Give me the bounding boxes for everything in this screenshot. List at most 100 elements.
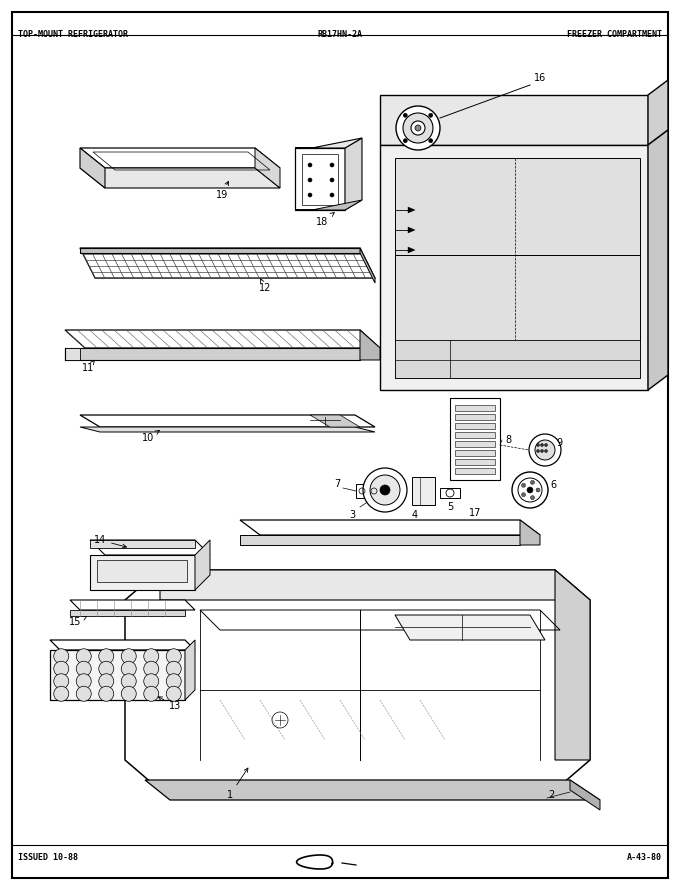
Polygon shape — [455, 423, 495, 429]
Polygon shape — [80, 248, 375, 278]
Text: 15: 15 — [69, 617, 87, 627]
Polygon shape — [455, 468, 495, 474]
Polygon shape — [380, 145, 648, 390]
Polygon shape — [381, 490, 391, 504]
Polygon shape — [455, 459, 495, 465]
Polygon shape — [371, 487, 385, 496]
Polygon shape — [395, 340, 640, 378]
Polygon shape — [408, 227, 415, 233]
Circle shape — [530, 481, 534, 484]
Circle shape — [536, 488, 540, 492]
Text: 1: 1 — [227, 768, 248, 800]
Circle shape — [76, 649, 91, 664]
Circle shape — [530, 496, 534, 499]
Text: TOP-MOUNT REFRIGERATOR: TOP-MOUNT REFRIGERATOR — [18, 30, 128, 39]
Circle shape — [527, 487, 533, 493]
Polygon shape — [50, 650, 185, 700]
Circle shape — [403, 113, 407, 117]
Polygon shape — [555, 570, 590, 760]
Text: 2: 2 — [548, 790, 554, 800]
Polygon shape — [379, 476, 388, 490]
Text: 10: 10 — [142, 431, 159, 443]
Polygon shape — [648, 130, 668, 390]
Polygon shape — [80, 248, 360, 253]
Circle shape — [54, 686, 69, 701]
Circle shape — [330, 163, 334, 167]
Circle shape — [512, 472, 548, 508]
Polygon shape — [408, 207, 415, 213]
Circle shape — [529, 434, 561, 466]
Circle shape — [143, 649, 158, 664]
Polygon shape — [65, 330, 380, 348]
Circle shape — [330, 193, 334, 197]
Text: ISSUED 10-88: ISSUED 10-88 — [18, 853, 78, 862]
Circle shape — [99, 649, 114, 664]
Polygon shape — [345, 138, 362, 210]
Circle shape — [411, 121, 425, 135]
Circle shape — [121, 661, 136, 676]
Circle shape — [522, 483, 526, 488]
Circle shape — [76, 674, 91, 689]
Text: 19: 19 — [216, 182, 228, 200]
Polygon shape — [455, 432, 495, 438]
Text: 16: 16 — [534, 73, 546, 83]
Polygon shape — [360, 248, 375, 283]
Polygon shape — [570, 780, 600, 810]
Polygon shape — [185, 640, 195, 700]
Polygon shape — [255, 148, 280, 188]
Circle shape — [166, 686, 182, 701]
Circle shape — [54, 661, 69, 676]
Circle shape — [308, 163, 312, 167]
Text: 3: 3 — [349, 510, 355, 520]
Circle shape — [363, 468, 407, 512]
Circle shape — [166, 649, 182, 664]
Polygon shape — [65, 348, 360, 360]
Text: 13: 13 — [158, 697, 181, 711]
Circle shape — [330, 178, 334, 182]
Text: 11: 11 — [82, 360, 95, 373]
Polygon shape — [80, 427, 375, 432]
Circle shape — [380, 485, 390, 495]
Polygon shape — [125, 570, 590, 790]
Polygon shape — [97, 560, 187, 582]
Polygon shape — [90, 555, 195, 590]
Polygon shape — [70, 600, 195, 610]
Polygon shape — [70, 610, 185, 616]
Polygon shape — [90, 540, 195, 548]
Polygon shape — [310, 415, 360, 427]
Polygon shape — [455, 450, 495, 456]
Polygon shape — [295, 200, 362, 210]
Polygon shape — [648, 80, 668, 145]
Circle shape — [121, 686, 136, 701]
Circle shape — [143, 686, 158, 701]
Polygon shape — [455, 414, 495, 420]
Polygon shape — [450, 398, 500, 480]
Polygon shape — [145, 780, 600, 800]
Circle shape — [166, 661, 182, 676]
Circle shape — [54, 674, 69, 689]
Circle shape — [99, 661, 114, 676]
Polygon shape — [520, 520, 540, 545]
Circle shape — [522, 493, 526, 497]
Polygon shape — [80, 168, 280, 188]
Polygon shape — [195, 540, 210, 590]
Circle shape — [537, 443, 539, 447]
Text: 14: 14 — [94, 535, 126, 548]
Polygon shape — [240, 520, 540, 535]
Circle shape — [541, 443, 543, 447]
Circle shape — [428, 139, 432, 142]
Circle shape — [428, 113, 432, 117]
Circle shape — [121, 674, 136, 689]
Circle shape — [308, 193, 312, 197]
Circle shape — [545, 443, 547, 447]
Polygon shape — [80, 148, 105, 188]
Circle shape — [415, 125, 421, 131]
Circle shape — [396, 106, 440, 150]
Polygon shape — [408, 247, 415, 253]
Circle shape — [76, 661, 91, 676]
Text: RB17HN-2A: RB17HN-2A — [318, 30, 362, 39]
Polygon shape — [295, 138, 362, 148]
Polygon shape — [455, 405, 495, 411]
Polygon shape — [80, 148, 280, 168]
Polygon shape — [412, 477, 435, 505]
